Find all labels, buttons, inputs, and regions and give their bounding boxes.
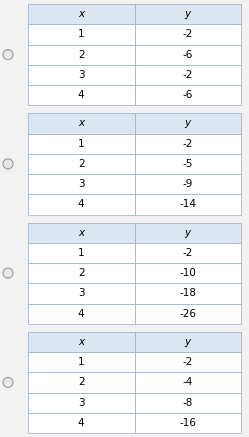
Text: -4: -4 bbox=[183, 378, 193, 387]
Bar bbox=[28, 372, 134, 392]
Bar bbox=[134, 65, 241, 85]
Text: x: x bbox=[78, 118, 84, 128]
Bar bbox=[28, 194, 134, 215]
Ellipse shape bbox=[3, 159, 13, 169]
Text: -2: -2 bbox=[183, 139, 193, 149]
Bar bbox=[28, 154, 134, 174]
Bar bbox=[134, 4, 241, 24]
Bar bbox=[28, 304, 134, 324]
Bar bbox=[28, 133, 134, 154]
Text: 3: 3 bbox=[78, 70, 85, 80]
Text: -16: -16 bbox=[179, 418, 196, 428]
Bar bbox=[28, 332, 134, 352]
Bar bbox=[28, 174, 134, 194]
Text: y: y bbox=[185, 337, 191, 347]
Bar bbox=[134, 413, 241, 433]
Bar bbox=[28, 392, 134, 413]
Bar bbox=[134, 174, 241, 194]
Text: -2: -2 bbox=[183, 29, 193, 39]
Text: 2: 2 bbox=[78, 268, 85, 278]
Text: 4: 4 bbox=[78, 418, 85, 428]
Text: 4: 4 bbox=[78, 90, 85, 100]
Bar bbox=[134, 85, 241, 105]
Bar bbox=[134, 304, 241, 324]
Bar bbox=[134, 332, 241, 352]
Bar bbox=[134, 154, 241, 174]
Bar bbox=[28, 45, 134, 65]
Text: 2: 2 bbox=[78, 378, 85, 387]
Bar bbox=[28, 243, 134, 263]
Ellipse shape bbox=[3, 50, 13, 59]
Bar bbox=[134, 133, 241, 154]
Text: y: y bbox=[185, 9, 191, 19]
Bar bbox=[134, 372, 241, 392]
Bar bbox=[134, 194, 241, 215]
Text: 1: 1 bbox=[78, 357, 85, 367]
Text: -8: -8 bbox=[183, 398, 193, 408]
Bar bbox=[134, 113, 241, 133]
Bar bbox=[28, 65, 134, 85]
Text: -5: -5 bbox=[183, 159, 193, 169]
Text: y: y bbox=[185, 228, 191, 238]
Bar bbox=[28, 113, 134, 133]
Ellipse shape bbox=[3, 268, 13, 278]
Text: x: x bbox=[78, 9, 84, 19]
Bar bbox=[28, 283, 134, 304]
Text: y: y bbox=[185, 118, 191, 128]
Text: -2: -2 bbox=[183, 70, 193, 80]
Text: x: x bbox=[78, 337, 84, 347]
Text: 4: 4 bbox=[78, 309, 85, 319]
Bar bbox=[28, 85, 134, 105]
Ellipse shape bbox=[3, 378, 13, 387]
Text: -14: -14 bbox=[179, 199, 196, 209]
Bar bbox=[134, 45, 241, 65]
Bar bbox=[28, 263, 134, 283]
Bar bbox=[134, 24, 241, 45]
Bar bbox=[28, 352, 134, 372]
Text: -10: -10 bbox=[179, 268, 196, 278]
Text: 3: 3 bbox=[78, 179, 85, 189]
Text: 3: 3 bbox=[78, 288, 85, 298]
Bar bbox=[28, 222, 134, 243]
Bar bbox=[134, 243, 241, 263]
Bar bbox=[134, 222, 241, 243]
Bar bbox=[134, 263, 241, 283]
Bar bbox=[28, 4, 134, 24]
Text: 4: 4 bbox=[78, 199, 85, 209]
Text: -18: -18 bbox=[179, 288, 196, 298]
Bar bbox=[28, 413, 134, 433]
Bar bbox=[134, 352, 241, 372]
Text: -6: -6 bbox=[183, 90, 193, 100]
Text: -6: -6 bbox=[183, 50, 193, 59]
Text: 1: 1 bbox=[78, 248, 85, 258]
Text: x: x bbox=[78, 228, 84, 238]
Text: -26: -26 bbox=[179, 309, 196, 319]
Text: -9: -9 bbox=[183, 179, 193, 189]
Text: 1: 1 bbox=[78, 29, 85, 39]
Text: 2: 2 bbox=[78, 159, 85, 169]
Bar bbox=[134, 392, 241, 413]
Text: 2: 2 bbox=[78, 50, 85, 59]
Text: -2: -2 bbox=[183, 248, 193, 258]
Bar bbox=[28, 24, 134, 45]
Bar bbox=[134, 283, 241, 304]
Text: 3: 3 bbox=[78, 398, 85, 408]
Text: 1: 1 bbox=[78, 139, 85, 149]
Text: -2: -2 bbox=[183, 357, 193, 367]
